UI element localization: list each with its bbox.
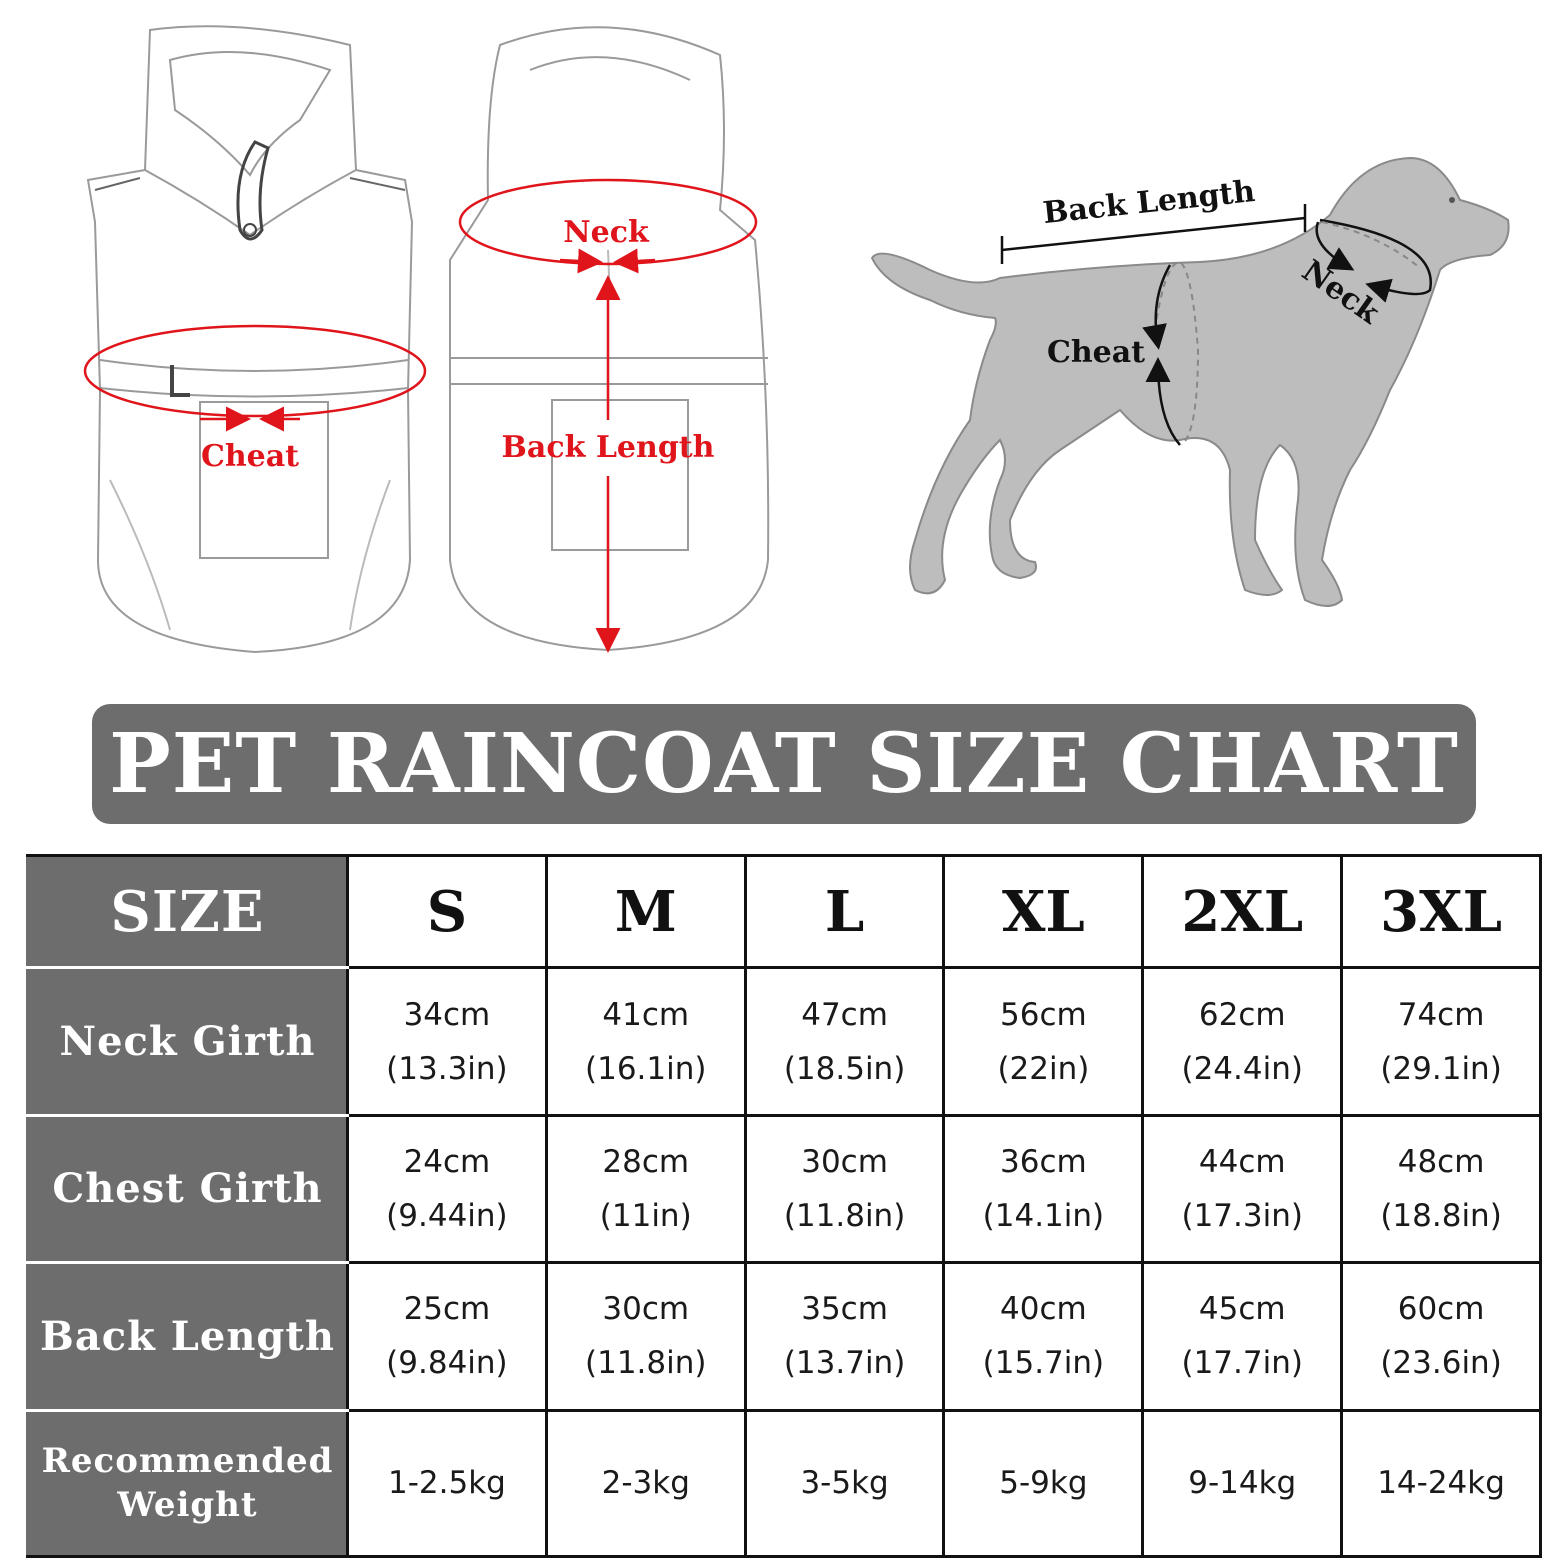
table-cell: 30cm (11.8in) <box>544 1260 747 1412</box>
cell-in: (22in) <box>997 1050 1090 1087</box>
cell-cm: 60cm <box>1397 1291 1485 1328</box>
row-label-back-length: Back Length <box>26 1260 349 1412</box>
cell-cm: 35cm <box>801 1291 888 1328</box>
size-l-header: L <box>743 853 946 970</box>
table-cell: 74cm (29.1in) <box>1340 966 1542 1118</box>
table-cell: 40cm (15.7in) <box>942 1260 1145 1412</box>
back-neck-label: Neck <box>563 215 650 250</box>
table-cell: 24cm (9.44in) <box>346 1114 548 1264</box>
table-cell: 35cm (13.7in) <box>743 1260 946 1412</box>
cell-in: (18.8in) <box>1380 1197 1502 1234</box>
cell-in: (11in) <box>599 1197 692 1234</box>
cell-cm: 40cm <box>1000 1291 1087 1328</box>
table-cell: 14-24kg <box>1340 1408 1542 1559</box>
row-label-chest-girth: Chest Girth <box>26 1114 349 1264</box>
row-label-neck-girth: Neck Girth <box>26 966 349 1118</box>
size-chart-table: SIZE S M L XL 2XL 3XL Neck Girth 34cm (13… <box>26 853 1542 1559</box>
cell-cm: 24cm <box>403 1143 491 1180</box>
table-row-back-length: Back Length 25cm (9.84in) 30cm (11.8in) 35… <box>26 1260 1542 1412</box>
cell-cm: 56cm <box>1000 996 1087 1033</box>
cell-in: (13.3in) <box>386 1050 508 1087</box>
cell-cm: 74cm <box>1397 996 1485 1033</box>
size-m-header: M <box>544 853 747 970</box>
table-cell: 56cm (22in) <box>942 966 1145 1118</box>
table-cell: 62cm (24.4in) <box>1141 966 1344 1118</box>
dog-chest-label: Cheat <box>1047 335 1145 370</box>
back-length-label: Back Length <box>502 430 715 465</box>
table-cell: 25cm (9.84in) <box>346 1260 548 1412</box>
cell-in: (17.3in) <box>1181 1197 1303 1234</box>
table-cell: 48cm (18.8in) <box>1340 1114 1542 1264</box>
cell-in: (17.7in) <box>1181 1345 1303 1382</box>
table-row-recommended-weight: Recommended Weight 1-2.5kg 2-3kg 3-5kg 5-… <box>26 1408 1542 1559</box>
cell-cm: 36cm <box>1000 1143 1087 1180</box>
cell-cm: 41cm <box>602 996 690 1033</box>
cell-in: (29.1in) <box>1380 1050 1502 1087</box>
table-row-neck-girth: Neck Girth 34cm (13.3in) 41cm (16.1in) 47c… <box>26 966 1542 1118</box>
table-cell: 47cm (18.5in) <box>743 966 946 1118</box>
table-cell: 1-2.5kg <box>346 1408 548 1559</box>
table-cell: 41cm (16.1in) <box>544 966 747 1118</box>
table-cell: 28cm (11in) <box>544 1114 747 1264</box>
row-label-recommended-weight: Recommended Weight <box>26 1408 349 1559</box>
cell-cm: 25cm <box>403 1291 491 1328</box>
weight-label-line2: Weight <box>117 1485 258 1526</box>
page-title: PET RAINCOAT SIZE CHART <box>109 716 1459 812</box>
table-cell: 2-3kg <box>544 1408 747 1559</box>
cell-cm: 48cm <box>1397 1143 1485 1180</box>
dog-back-length-label: Back Length <box>1041 174 1257 231</box>
cell-in: (18.5in) <box>783 1050 906 1087</box>
cell-in: (13.7in) <box>783 1345 906 1382</box>
neck-measure-back <box>458 178 758 653</box>
cell-cm: 30cm <box>602 1291 690 1328</box>
table-cell: 3-5kg <box>743 1408 946 1559</box>
table-cell: 30cm (11.8in) <box>743 1114 946 1264</box>
table-cell: 34cm (13.3in) <box>346 966 548 1118</box>
dog-eye <box>1449 197 1455 203</box>
cell-cm: 30cm <box>801 1143 888 1180</box>
table-cell: 36cm (14.1in) <box>942 1114 1145 1264</box>
title-banner: PET RAINCOAT SIZE CHART <box>92 704 1476 824</box>
cell-in: (16.1in) <box>585 1050 707 1087</box>
measurement-illustrations: Cheat Neck Back Length Back Length Neck … <box>83 25 1510 654</box>
table-cell: 9-14kg <box>1141 1408 1344 1559</box>
cell-in: (9.44in) <box>386 1197 508 1234</box>
cell-cm: 34cm <box>403 996 491 1033</box>
table-cell: 45cm (17.7in) <box>1141 1260 1344 1412</box>
table-cell: 60cm (23.6in) <box>1340 1260 1542 1412</box>
table-row-chest-girth: Chest Girth 24cm (9.44in) 28cm (11in) 30cm… <box>26 1114 1542 1264</box>
cell-in: (11.8in) <box>585 1345 707 1382</box>
front-raincoat-drawing <box>86 25 414 654</box>
cell-in: (9.84in) <box>386 1345 508 1382</box>
cell-in: (11.8in) <box>783 1197 906 1234</box>
cell-cm: 47cm <box>801 996 888 1033</box>
cell-cm: 44cm <box>1198 1143 1286 1180</box>
size-header-label: SIZE <box>26 853 349 970</box>
cell-in: (23.6in) <box>1380 1345 1502 1382</box>
table-cell: 5-9kg <box>942 1408 1145 1559</box>
size-2xl-header: 2XL <box>1141 853 1344 970</box>
table-cell: 44cm (17.3in) <box>1141 1114 1344 1264</box>
cell-cm: 62cm <box>1198 996 1286 1033</box>
size-3xl-header: 3XL <box>1340 853 1542 970</box>
weight-label-line1: Recommended <box>41 1441 334 1482</box>
size-xl-header: XL <box>942 853 1145 970</box>
chest-measure-front <box>83 324 427 432</box>
size-s-header: S <box>346 853 548 970</box>
cell-in: (14.1in) <box>982 1197 1105 1234</box>
front-chest-label: Cheat <box>201 439 299 474</box>
table-header-row: SIZE S M L XL 2XL 3XL <box>26 853 1542 970</box>
dog-silhouette <box>870 156 1510 607</box>
cell-cm: 28cm <box>602 1143 690 1180</box>
dog-measure-lines <box>1000 204 1433 446</box>
cell-cm: 45cm <box>1198 1291 1286 1328</box>
cell-in: (15.7in) <box>982 1345 1105 1382</box>
cell-in: (24.4in) <box>1181 1050 1303 1087</box>
